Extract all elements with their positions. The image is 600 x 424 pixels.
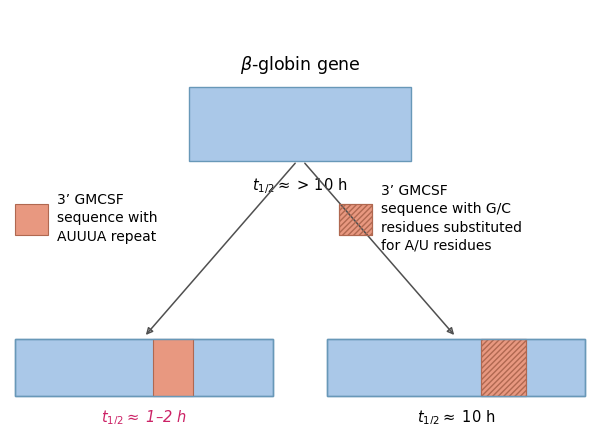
Bar bbox=[15, 339, 273, 396]
Text: 3’ GMCSF
sequence with G/C
residues substituted
for A/U residues: 3’ GMCSF sequence with G/C residues subs… bbox=[381, 184, 522, 253]
Text: $t_{1/2}$$\approx$ 10 h: $t_{1/2}$$\approx$ 10 h bbox=[417, 408, 495, 424]
Text: 3’ GMCSF
sequence with
AUUUA repeat: 3’ GMCSF sequence with AUUUA repeat bbox=[57, 193, 157, 244]
Bar bbox=[15, 204, 48, 235]
Bar bbox=[153, 339, 193, 396]
Text: $\it{\beta}$-globin gene: $\it{\beta}$-globin gene bbox=[239, 54, 361, 76]
Bar bbox=[327, 339, 585, 396]
Bar bbox=[327, 339, 585, 396]
Bar bbox=[189, 87, 411, 161]
Text: $t_{1/2}$$\approx$ 1–2 h: $t_{1/2}$$\approx$ 1–2 h bbox=[101, 408, 187, 424]
Bar bbox=[481, 339, 526, 396]
Bar bbox=[339, 204, 372, 235]
Bar bbox=[481, 339, 526, 396]
Bar bbox=[15, 339, 273, 396]
Text: $t_{1/2}$$\approx$ > 10 h: $t_{1/2}$$\approx$ > 10 h bbox=[253, 176, 347, 196]
Bar bbox=[339, 204, 372, 235]
